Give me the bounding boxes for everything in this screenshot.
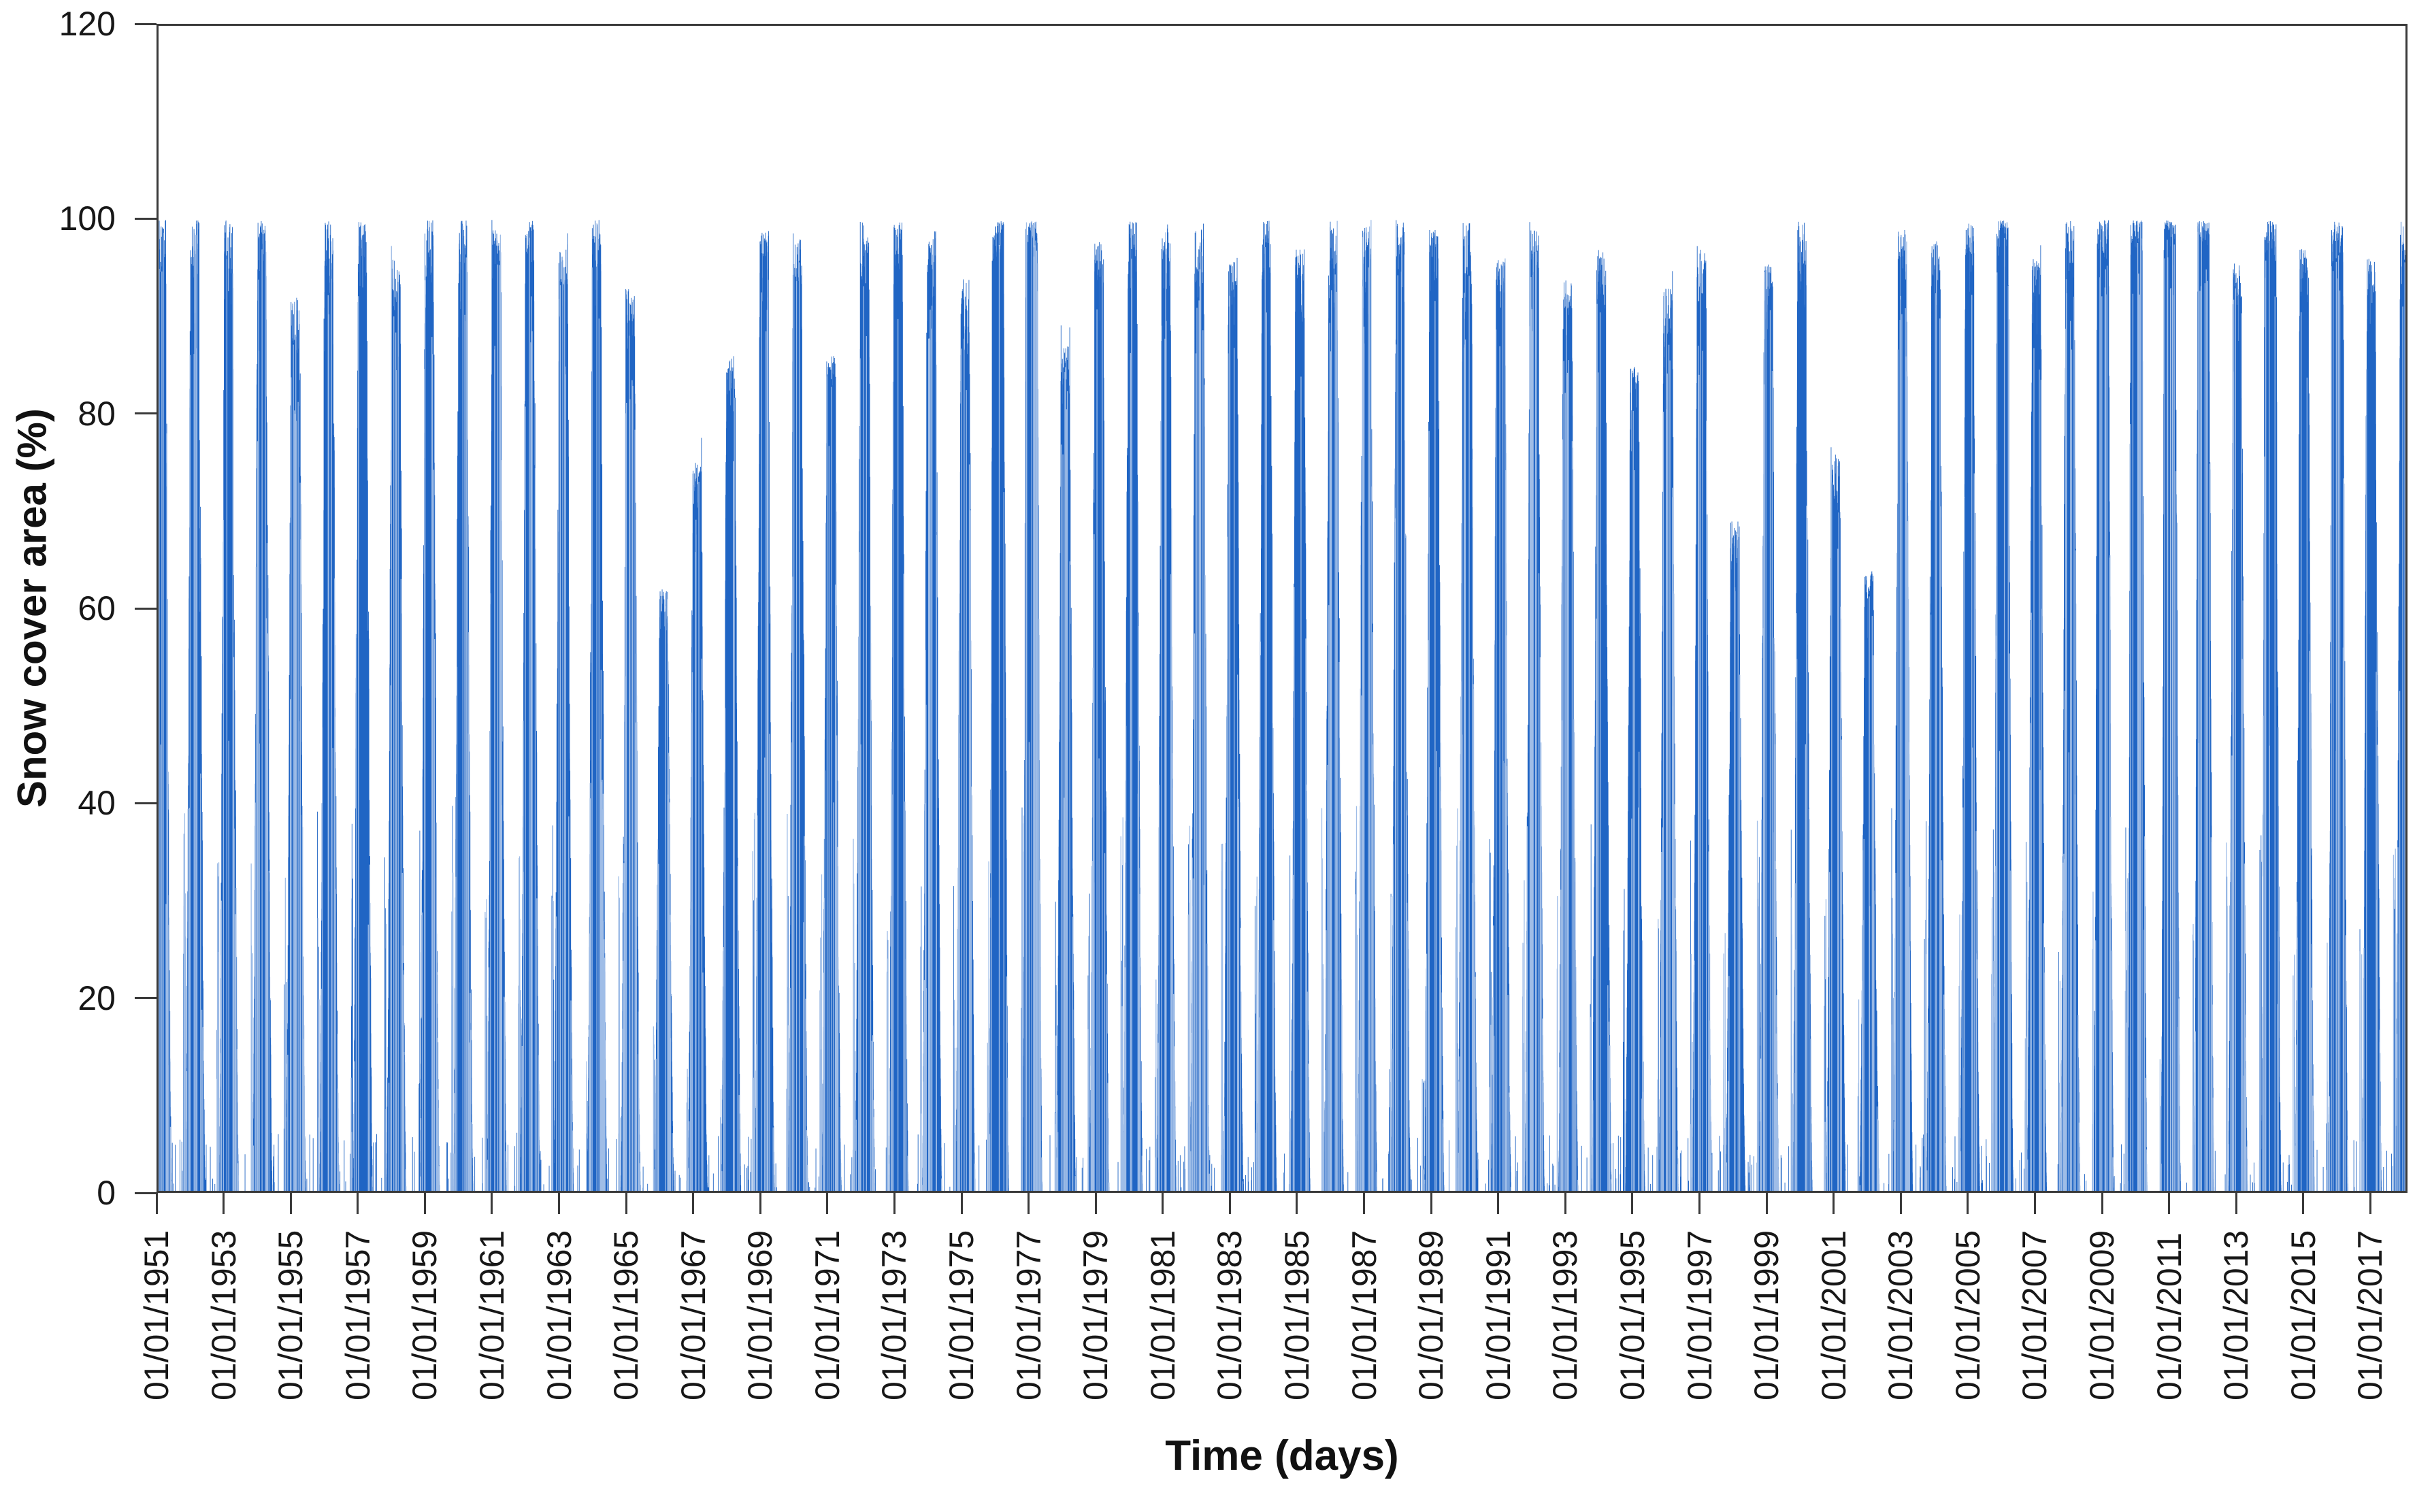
x-tick-mark [289, 1193, 292, 1214]
x-tick-mark [1833, 1193, 1835, 1214]
x-tick-mark [1698, 1193, 1700, 1214]
x-tick-mark [893, 1193, 895, 1214]
x-tick-label: 01/01/1993 [1546, 1230, 1585, 1400]
y-tick-mark [135, 217, 157, 220]
daily-snow-cover-bars-light [159, 220, 2405, 1191]
x-tick-label: 01/01/2001 [1814, 1230, 1853, 1400]
x-tick-mark [2369, 1193, 2371, 1214]
x-tick-mark [2235, 1193, 2237, 1214]
x-tick-label: 01/01/1981 [1143, 1230, 1182, 1400]
x-tick-label: 01/01/1997 [1680, 1230, 1719, 1400]
x-tick-label: 01/01/1967 [674, 1230, 712, 1400]
x-tick-label: 01/01/1953 [204, 1230, 243, 1400]
y-tick-label: 40 [78, 784, 116, 823]
x-tick-label: 01/01/1977 [1009, 1230, 1048, 1400]
x-tick-label: 01/01/1959 [406, 1230, 444, 1400]
x-tick-label: 01/01/2011 [2150, 1232, 2188, 1400]
x-tick-mark [1228, 1193, 1231, 1214]
y-tick-label: 120 [59, 5, 116, 43]
x-tick-mark [558, 1193, 560, 1214]
x-tick-mark [1631, 1193, 1634, 1214]
x-tick-mark [491, 1193, 493, 1214]
x-tick-mark [826, 1193, 829, 1214]
x-tick-mark [1497, 1193, 1500, 1214]
x-tick-label: 01/01/2007 [2016, 1230, 2054, 1400]
x-tick-label: 01/01/1965 [607, 1230, 646, 1400]
x-tick-label: 01/01/1971 [808, 1230, 847, 1400]
x-tick-label: 01/01/1961 [472, 1230, 511, 1400]
x-tick-mark [692, 1193, 695, 1214]
x-tick-label: 01/01/1969 [741, 1230, 780, 1400]
x-tick-label: 01/01/1999 [1747, 1230, 1786, 1400]
x-tick-label: 01/01/1983 [1211, 1230, 1249, 1400]
x-tick-mark [759, 1193, 761, 1214]
x-tick-label: 01/01/2013 [2217, 1230, 2256, 1400]
x-tick-label: 01/01/2005 [1948, 1230, 1987, 1400]
x-tick-label: 01/01/2009 [2083, 1230, 2121, 1400]
x-tick-label: 01/01/1955 [272, 1230, 310, 1400]
x-tick-label: 01/01/1957 [338, 1230, 377, 1400]
x-tick-mark [1564, 1193, 1566, 1214]
x-tick-label: 01/01/2015 [2284, 1230, 2322, 1400]
x-tick-label: 01/01/1985 [1277, 1230, 1316, 1400]
daily-snow-cover-bars [159, 220, 2405, 1191]
y-tick-mark [135, 412, 157, 415]
x-tick-label: 01/01/1951 [137, 1230, 176, 1400]
y-tick-mark [135, 997, 157, 1000]
x-tick-mark [223, 1193, 225, 1214]
x-tick-mark [625, 1193, 627, 1214]
x-tick-mark [155, 1193, 158, 1214]
bars-svg [159, 220, 2405, 1191]
x-tick-label: 01/01/2003 [1881, 1230, 1920, 1400]
y-tick-mark [135, 1191, 157, 1194]
y-tick-label: 80 [78, 394, 116, 433]
x-tick-mark [1899, 1193, 1902, 1214]
y-tick-label: 100 [59, 199, 116, 238]
x-tick-mark [1765, 1193, 1768, 1214]
x-tick-mark [1162, 1193, 1164, 1214]
x-axis-title: Time (days) [1165, 1432, 1399, 1479]
x-tick-mark [2302, 1193, 2305, 1214]
x-tick-mark [423, 1193, 426, 1214]
x-tick-label: 01/01/1963 [540, 1230, 578, 1400]
x-tick-mark [1028, 1193, 1030, 1214]
y-tick-label: 60 [78, 589, 116, 627]
x-tick-mark [2168, 1193, 2171, 1214]
x-tick-mark [1967, 1193, 1969, 1214]
y-tick-label: 20 [78, 979, 116, 1017]
x-tick-mark [960, 1193, 963, 1214]
x-tick-mark [1296, 1193, 1298, 1214]
y-tick-mark [135, 607, 157, 610]
x-tick-mark [1094, 1193, 1097, 1214]
x-tick-label: 01/01/1995 [1613, 1230, 1652, 1400]
x-tick-mark [1430, 1193, 1432, 1214]
x-tick-label: 01/01/2017 [2351, 1230, 2390, 1400]
x-tick-label: 01/01/1975 [942, 1230, 981, 1400]
x-tick-mark [2033, 1193, 2036, 1214]
x-tick-label: 01/01/1989 [1412, 1230, 1451, 1400]
y-tick-mark [135, 802, 157, 804]
x-tick-mark [1363, 1193, 1365, 1214]
x-tick-label: 01/01/1991 [1479, 1230, 1517, 1400]
x-tick-mark [2101, 1193, 2103, 1214]
x-tick-mark [357, 1193, 359, 1214]
x-tick-label: 01/01/1987 [1345, 1230, 1383, 1400]
y-tick-mark [135, 22, 157, 25]
x-tick-label: 01/01/1979 [1077, 1230, 1115, 1400]
plot-area [157, 24, 2408, 1193]
y-tick-label: 0 [97, 1174, 116, 1212]
x-tick-label: 01/01/1973 [875, 1230, 914, 1400]
